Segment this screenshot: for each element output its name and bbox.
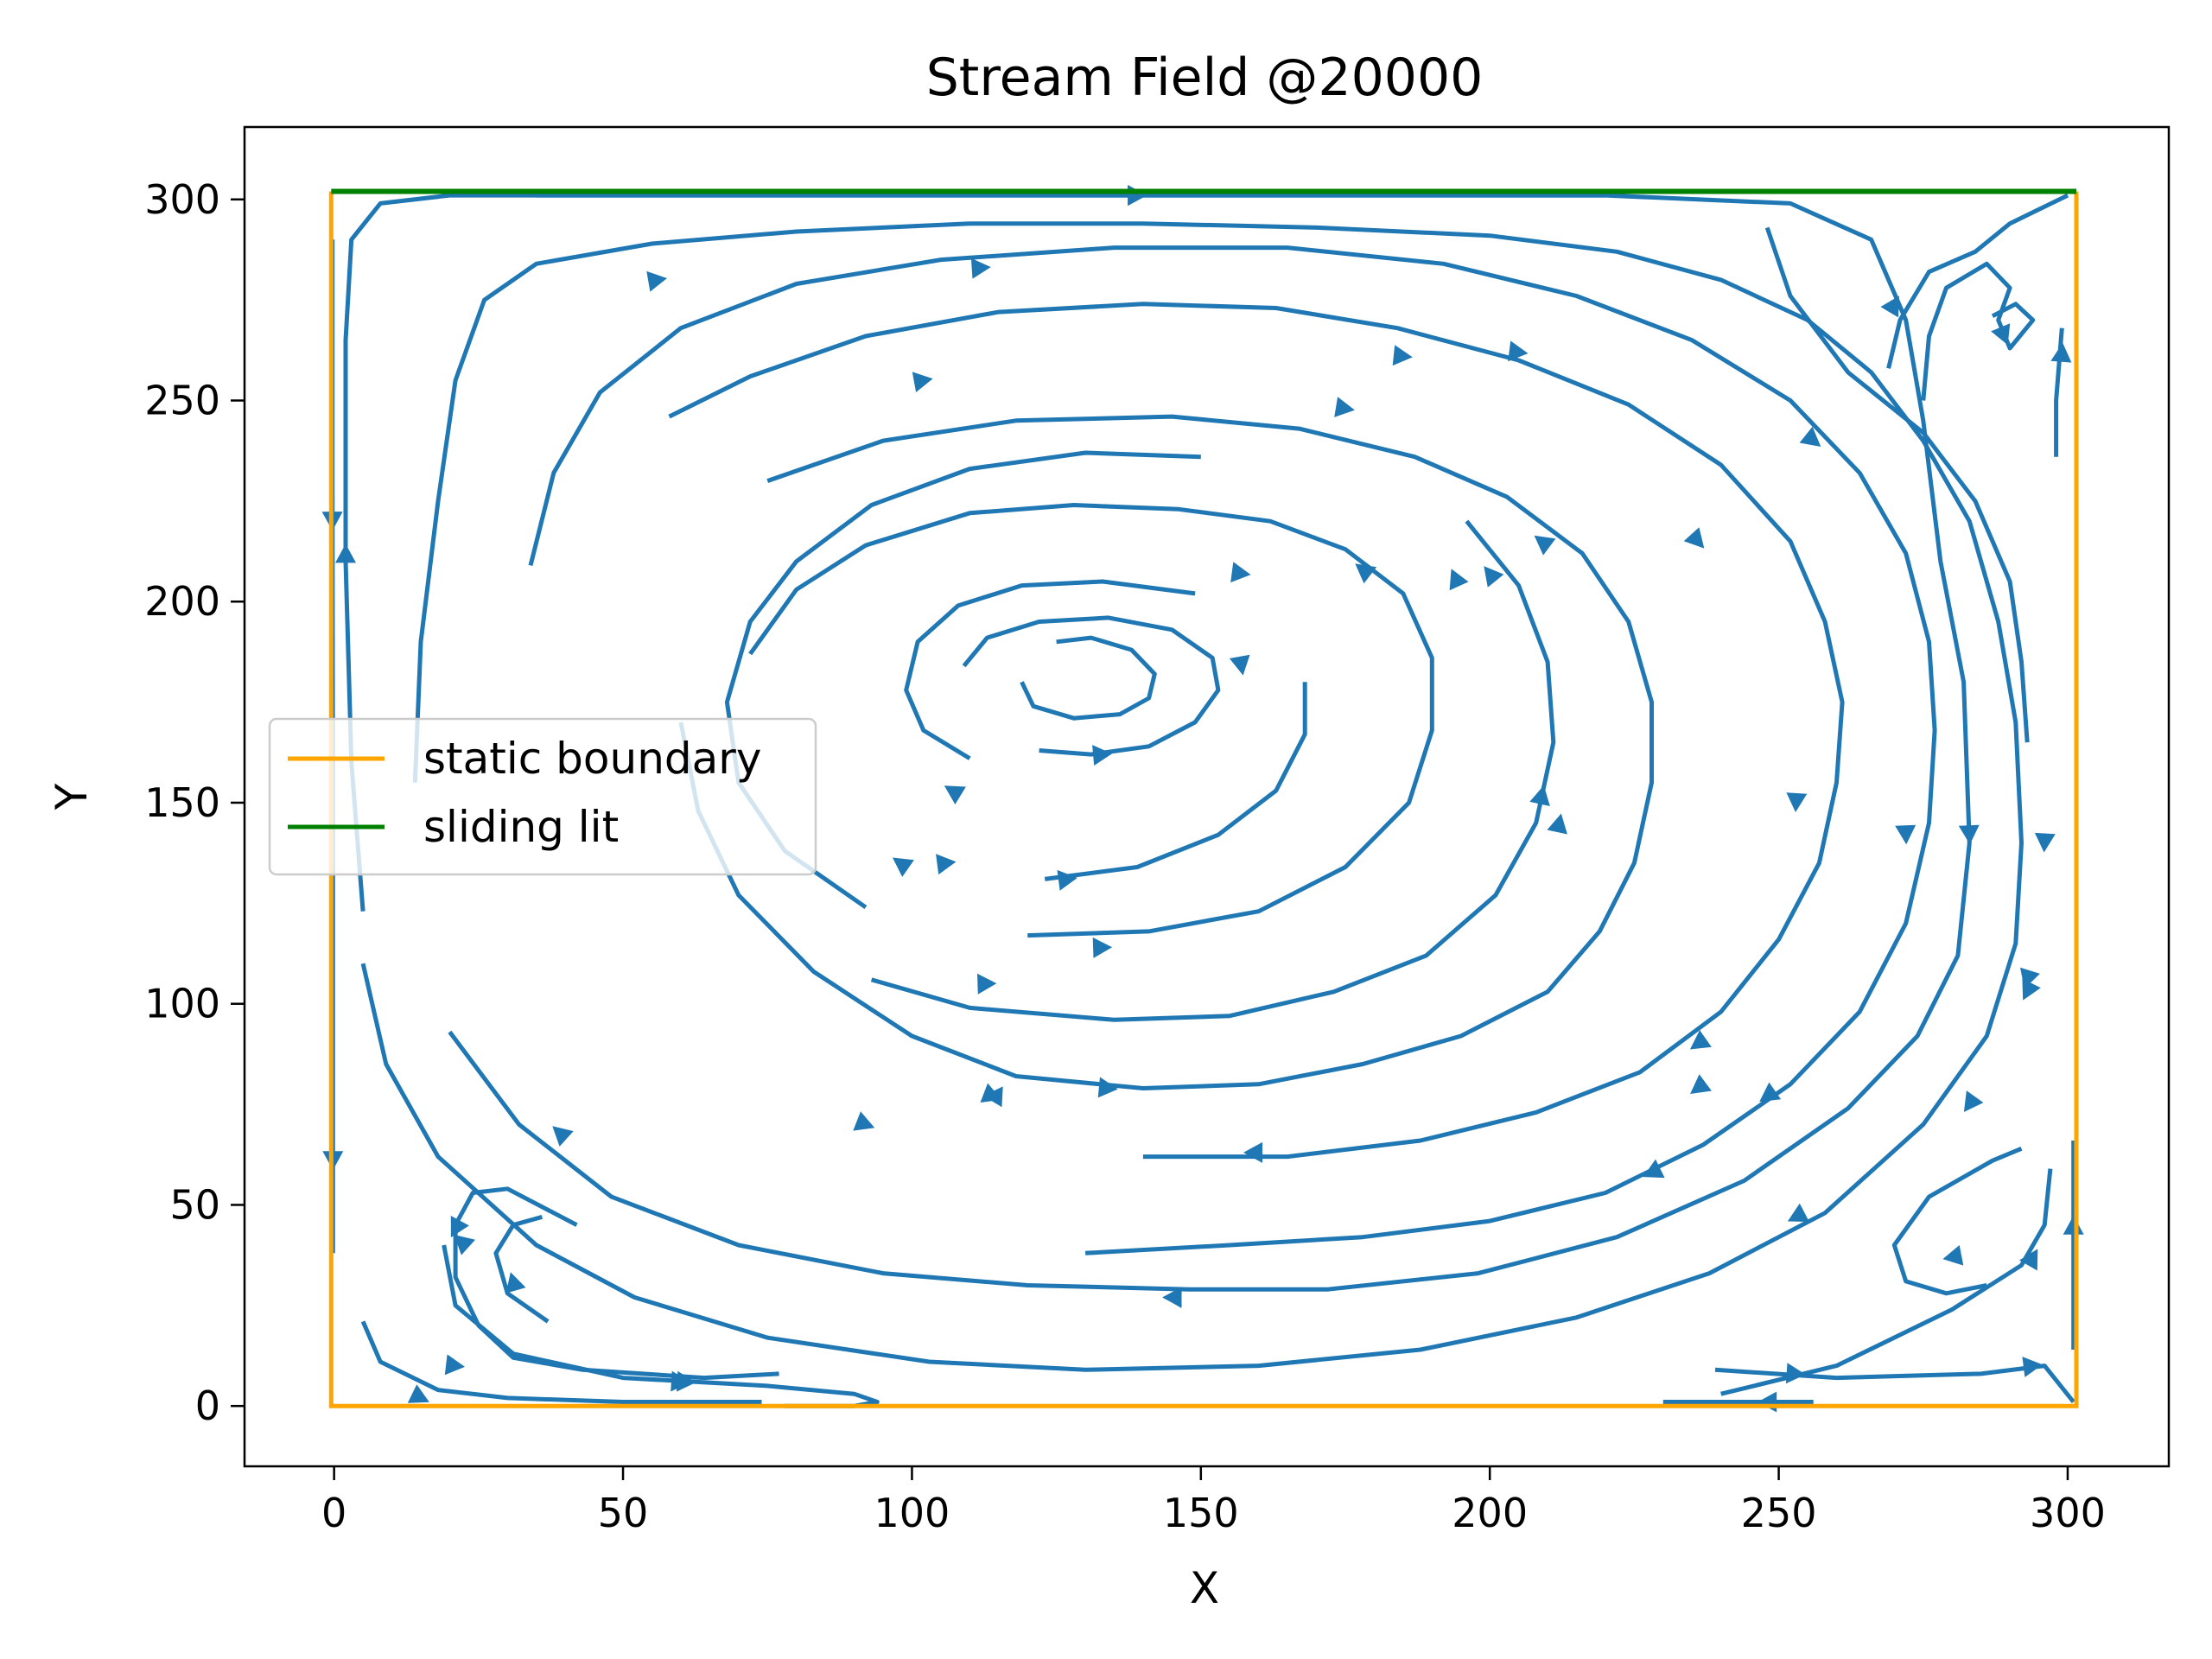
y-tick-label: 150 <box>144 779 220 826</box>
streamline-arrow <box>1230 562 1251 583</box>
legend-label-sliding-lid: sliding lit <box>423 802 619 852</box>
streamline <box>668 302 1845 1160</box>
streamline-arrow <box>1229 654 1250 676</box>
streamline-arrow <box>893 857 914 877</box>
plot-frame <box>243 125 2171 1468</box>
streamline-arrow <box>552 1126 574 1147</box>
streamline-arrow <box>1508 340 1529 362</box>
streamline-arrow <box>1690 1074 1712 1094</box>
y-tick-label: 250 <box>144 378 220 424</box>
streamline-arrow <box>1759 1082 1782 1103</box>
streamline-arrow <box>2022 1357 2043 1377</box>
streamline <box>1020 635 1157 721</box>
x-axis-label: X <box>1190 1563 1219 1613</box>
streamline-arrow <box>1092 937 1113 958</box>
streamline-arrow <box>2034 832 2056 853</box>
streamline-arrow <box>912 372 933 392</box>
streamline-arrow <box>1392 345 1413 366</box>
streamlines-group <box>321 185 2084 1413</box>
streamline-arrow <box>1942 1245 1964 1266</box>
streamline <box>453 1186 779 1381</box>
legend: static boundary sliding lit <box>268 717 817 876</box>
legend-label-static-boundary: static boundary <box>423 734 761 784</box>
streamline-arrow <box>1484 566 1504 588</box>
streamline-arrow <box>2022 978 2041 1001</box>
streamline-arrow <box>936 854 957 875</box>
streamline <box>678 414 1654 1090</box>
streamline-arrow <box>1991 323 2011 346</box>
streamline <box>343 193 1972 1292</box>
x-tick-label: 150 <box>1163 1490 1239 1536</box>
streamline-arrow <box>977 973 997 995</box>
streamline <box>1886 193 2069 369</box>
streamline-arrow <box>335 543 356 563</box>
streamline <box>748 503 1434 938</box>
streamline <box>870 519 1556 1022</box>
streamline-arrow <box>970 257 991 279</box>
y-tick-label: 0 <box>195 1382 220 1429</box>
streamline-arrow <box>1689 1030 1712 1050</box>
y-tick-label: 100 <box>144 981 220 1027</box>
streamline-arrow <box>444 1354 465 1376</box>
streamline <box>962 615 1221 757</box>
streamline-arrow <box>944 785 966 804</box>
streamline-arrow <box>2050 342 2072 363</box>
y-tick-label: 200 <box>144 578 220 625</box>
streamline-arrow <box>1534 535 1556 556</box>
streamline-arrow <box>1683 527 1705 549</box>
streamline-arrow <box>1895 824 1916 845</box>
streamline-arrow <box>1787 1203 1809 1222</box>
streamline <box>528 245 1937 1255</box>
x-tick-label: 0 <box>321 1490 346 1536</box>
streamline-arrow <box>853 1111 875 1131</box>
streamline <box>1891 1146 2023 1296</box>
streamline-arrow <box>2019 1249 2038 1271</box>
streamline-arrow <box>1547 813 1567 835</box>
streamline-arrow <box>1880 296 1899 318</box>
streamline-arrow <box>983 1086 1003 1108</box>
streamline-arrow <box>1786 792 1808 812</box>
streamline-arrow <box>1097 1077 1118 1098</box>
streamline-arrow <box>1334 397 1355 417</box>
streamline-arrow <box>407 1384 429 1403</box>
streamline <box>904 579 1196 760</box>
streamline <box>1044 682 1307 881</box>
legend-box <box>268 717 817 876</box>
streamline <box>1764 226 2030 743</box>
y-axis-label: Y <box>47 783 97 810</box>
streamline-arrow <box>1643 1159 1665 1179</box>
streamline-arrow <box>1162 1287 1182 1308</box>
streamline-arrow <box>1092 745 1113 766</box>
streamline <box>360 221 2024 1372</box>
streamline-arrow <box>454 1235 475 1255</box>
x-tick-label: 100 <box>874 1490 950 1536</box>
streamline-arrow <box>1449 569 1469 591</box>
streamline <box>493 1214 550 1324</box>
y-tick-label: 300 <box>144 176 220 223</box>
streamline-arrow <box>646 270 667 292</box>
x-tick-label: 200 <box>1452 1490 1528 1536</box>
streamline-arrow <box>1963 1090 1984 1112</box>
streamline-arrow <box>1529 785 1550 806</box>
chart-title: Stream Field @20000 <box>926 48 1484 108</box>
streamline-arrow <box>450 1216 469 1238</box>
streamline-arrow <box>2063 1215 2084 1235</box>
streamline-arrow <box>1057 869 1077 891</box>
streamline-arrow <box>1243 1141 1262 1163</box>
streamline <box>1921 261 2036 401</box>
x-tick-label: 50 <box>598 1490 649 1536</box>
streamline-arrow <box>1799 426 1821 447</box>
streamline-arrow <box>1355 563 1377 584</box>
streamline-arrow <box>505 1272 526 1294</box>
y-axis-ticks: 0 50 100 150 200 250 300 <box>144 176 245 1429</box>
x-tick-label: 300 <box>2030 1490 2106 1536</box>
streamline <box>360 1320 762 1404</box>
y-tick-label: 50 <box>169 1181 220 1228</box>
x-tick-label: 250 <box>1741 1490 1817 1536</box>
x-axis-ticks: 0 50 100 150 200 250 300 <box>321 1466 2106 1536</box>
streamline-arrow <box>677 1370 696 1392</box>
